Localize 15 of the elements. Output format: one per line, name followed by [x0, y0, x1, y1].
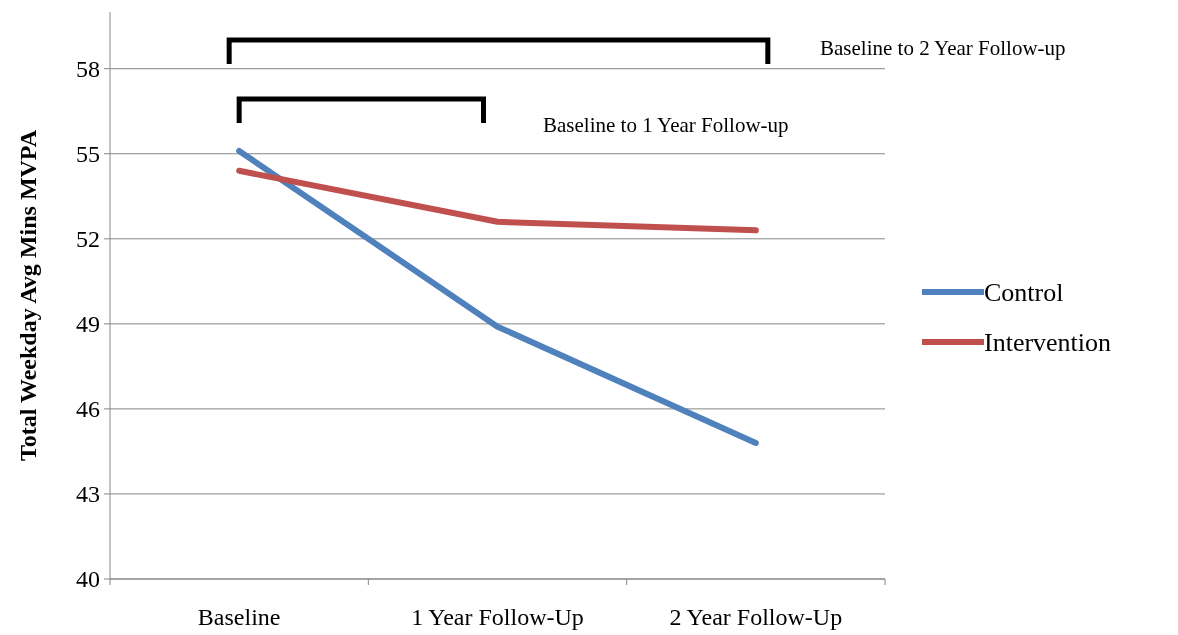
- annotation: Baseline to 2 Year Follow-up: [820, 36, 1066, 60]
- annotation: Baseline to 1 Year Follow-up: [543, 113, 789, 137]
- y-tick-label: 49: [76, 311, 100, 338]
- legend-label: Intervention: [984, 328, 1112, 358]
- y-tick-label: 52: [76, 226, 100, 253]
- y-tick-label: 55: [76, 141, 100, 168]
- legend-label: Control: [984, 278, 1064, 308]
- y-tick-label: 40: [76, 566, 100, 593]
- y-tick-label: 43: [76, 481, 100, 508]
- x-tick-label: Baseline: [197, 604, 281, 630]
- x-tick-label: 2 Year Follow-Up: [669, 604, 843, 630]
- y-tick-label: 46: [76, 396, 100, 423]
- y-axis-title: Total Weekday Avg Mins MVPA: [15, 129, 41, 462]
- y-tick-label: 58: [76, 56, 100, 83]
- x-tick-label: 1 Year Follow-Up: [411, 604, 584, 630]
